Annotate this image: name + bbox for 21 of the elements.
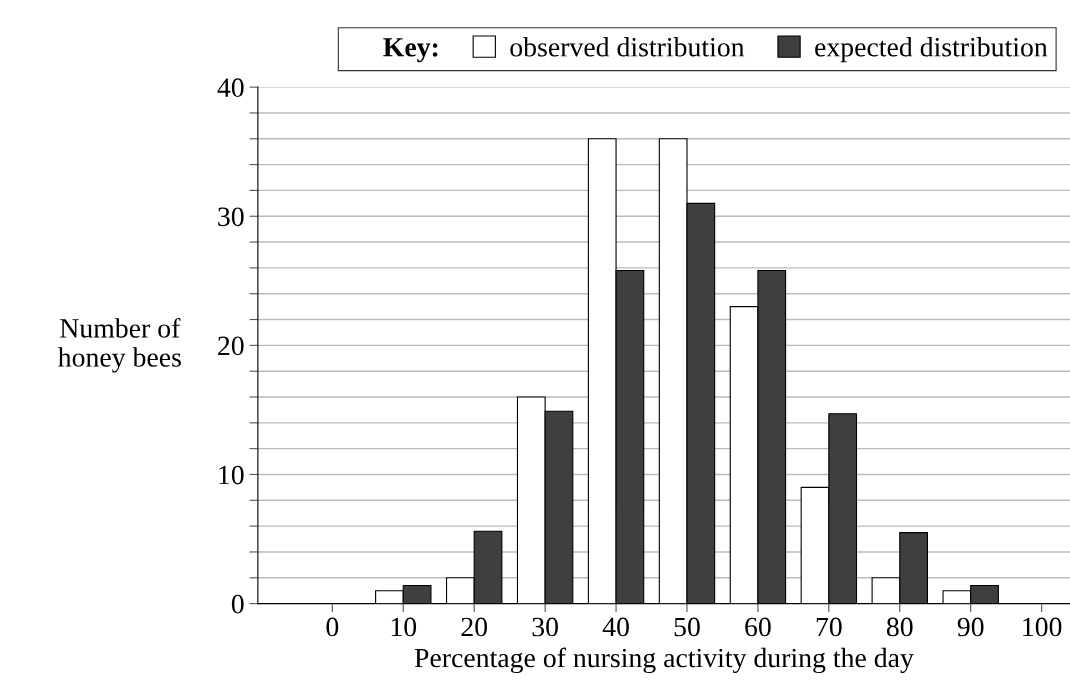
x-tick-label: 30 — [532, 617, 558, 637]
x-tick-label: 0 — [326, 617, 339, 637]
y-tick-label: 30 — [218, 207, 244, 227]
legend-title: Key: — [383, 38, 438, 63]
y-tick-label: 20 — [218, 336, 244, 356]
x-tick-label: 40 — [602, 617, 629, 637]
x-tick-label: 10 — [391, 617, 417, 637]
x-axis-title: Percentage of nursing activity during the day — [414, 647, 914, 674]
x-tick-label: 50 — [674, 617, 700, 637]
y-tick-label: 40 — [217, 78, 244, 98]
y-tick-label: 10 — [219, 465, 244, 485]
y-axis-title: Number of honey bees — [57, 317, 181, 373]
legend-label: expected distribution — [815, 37, 1048, 63]
legend-label: observed distribution — [510, 37, 745, 57]
x-tick-label: 70 — [816, 617, 842, 637]
x-tick-label: 20 — [461, 617, 488, 637]
x-tick-label: 100 — [1023, 617, 1062, 637]
y-tick-label: 0 — [231, 594, 244, 614]
x-tick-label: 60 — [745, 617, 771, 637]
x-tick-label: 80 — [886, 617, 913, 637]
x-tick-label: 90 — [957, 617, 984, 637]
